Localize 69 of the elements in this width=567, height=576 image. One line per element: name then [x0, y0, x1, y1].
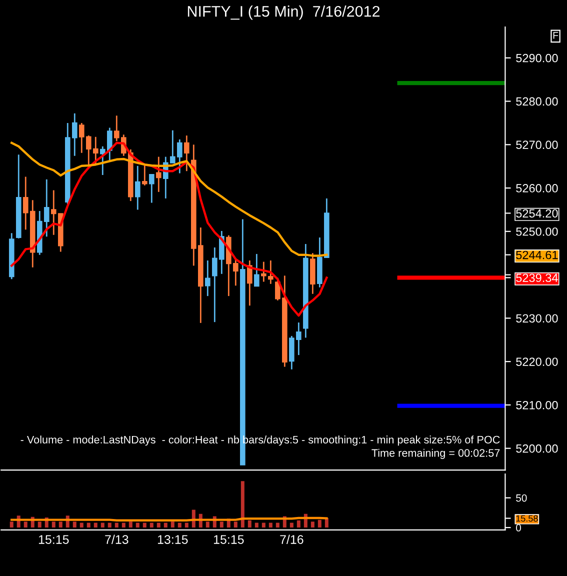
y-tick-label: 5250.00	[516, 227, 558, 236]
y-tick-label: 5260.00	[516, 184, 558, 192]
y-tick-label: 0	[516, 524, 521, 532]
y-tick-label: 5270.00	[516, 140, 558, 150]
y-tick-label: 5210.00	[516, 400, 558, 410]
bar	[80, 522, 84, 528]
annotation: Time remaining = 00:02:57	[372, 448, 500, 459]
x-tick-label: 15:15	[38, 535, 69, 544]
bar	[10, 522, 14, 528]
bar	[184, 522, 188, 528]
text: F	[553, 32, 558, 39]
candlestick	[247, 260, 252, 306]
candlestick	[184, 134, 190, 172]
bar	[142, 522, 146, 528]
bar	[170, 522, 174, 528]
x-tick-label: 15:15	[214, 535, 244, 544]
y-tick-label: 5254.20	[516, 209, 558, 218]
candlestick	[268, 260, 274, 285]
bar	[178, 522, 182, 528]
bar	[94, 522, 98, 528]
candlestick	[254, 253, 260, 287]
bar	[290, 522, 294, 528]
bar	[100, 522, 104, 528]
x-tick-label: 13:15	[158, 535, 188, 544]
chart-title: NIFTY_I (15 Min) 7/16/2012	[188, 6, 380, 20]
x-tick-label: 7/16	[280, 534, 304, 544]
y-tick-label: 5220.00	[516, 358, 558, 366]
bar	[156, 522, 160, 528]
bar	[310, 522, 314, 528]
y-tick-label: 50	[516, 494, 527, 502]
y-tick-label: 5200.00	[516, 444, 558, 453]
bar	[52, 522, 56, 528]
y-tick-label: 5280.00	[516, 97, 558, 106]
bar	[164, 522, 168, 528]
bar	[248, 520, 252, 528]
y-tick-label: 15.58	[516, 515, 538, 522]
bar	[86, 522, 90, 528]
bar	[150, 522, 154, 528]
y-tick-label: 5290.00	[516, 54, 558, 62]
bar	[58, 522, 62, 528]
bar	[114, 522, 118, 528]
candlestick	[205, 260, 210, 297]
line-series	[10, 142, 328, 257]
bar	[276, 522, 280, 528]
candlestick	[261, 261, 266, 282]
bar	[318, 520, 322, 528]
candlestick	[142, 164, 148, 186]
bar	[136, 522, 140, 528]
bar	[254, 522, 258, 528]
y-tick-label: 5244.61	[516, 250, 558, 260]
bar	[262, 522, 266, 528]
bar	[122, 522, 126, 528]
bar	[240, 481, 244, 528]
bar	[296, 520, 300, 528]
bar	[234, 522, 238, 528]
candlestick	[134, 165, 140, 210]
bar	[72, 522, 76, 528]
bar	[220, 522, 224, 528]
bar	[24, 522, 28, 528]
candlestick	[156, 156, 162, 193]
candlestick	[149, 174, 154, 204]
bar	[108, 522, 112, 528]
bar	[268, 522, 272, 528]
bar	[38, 522, 42, 528]
bar	[128, 522, 132, 528]
y-tick-label: 5230.00	[516, 314, 558, 323]
x-tick-label: 7/13	[105, 534, 128, 544]
bar	[206, 522, 210, 528]
y-tick-label: 5239.34	[516, 274, 558, 282]
